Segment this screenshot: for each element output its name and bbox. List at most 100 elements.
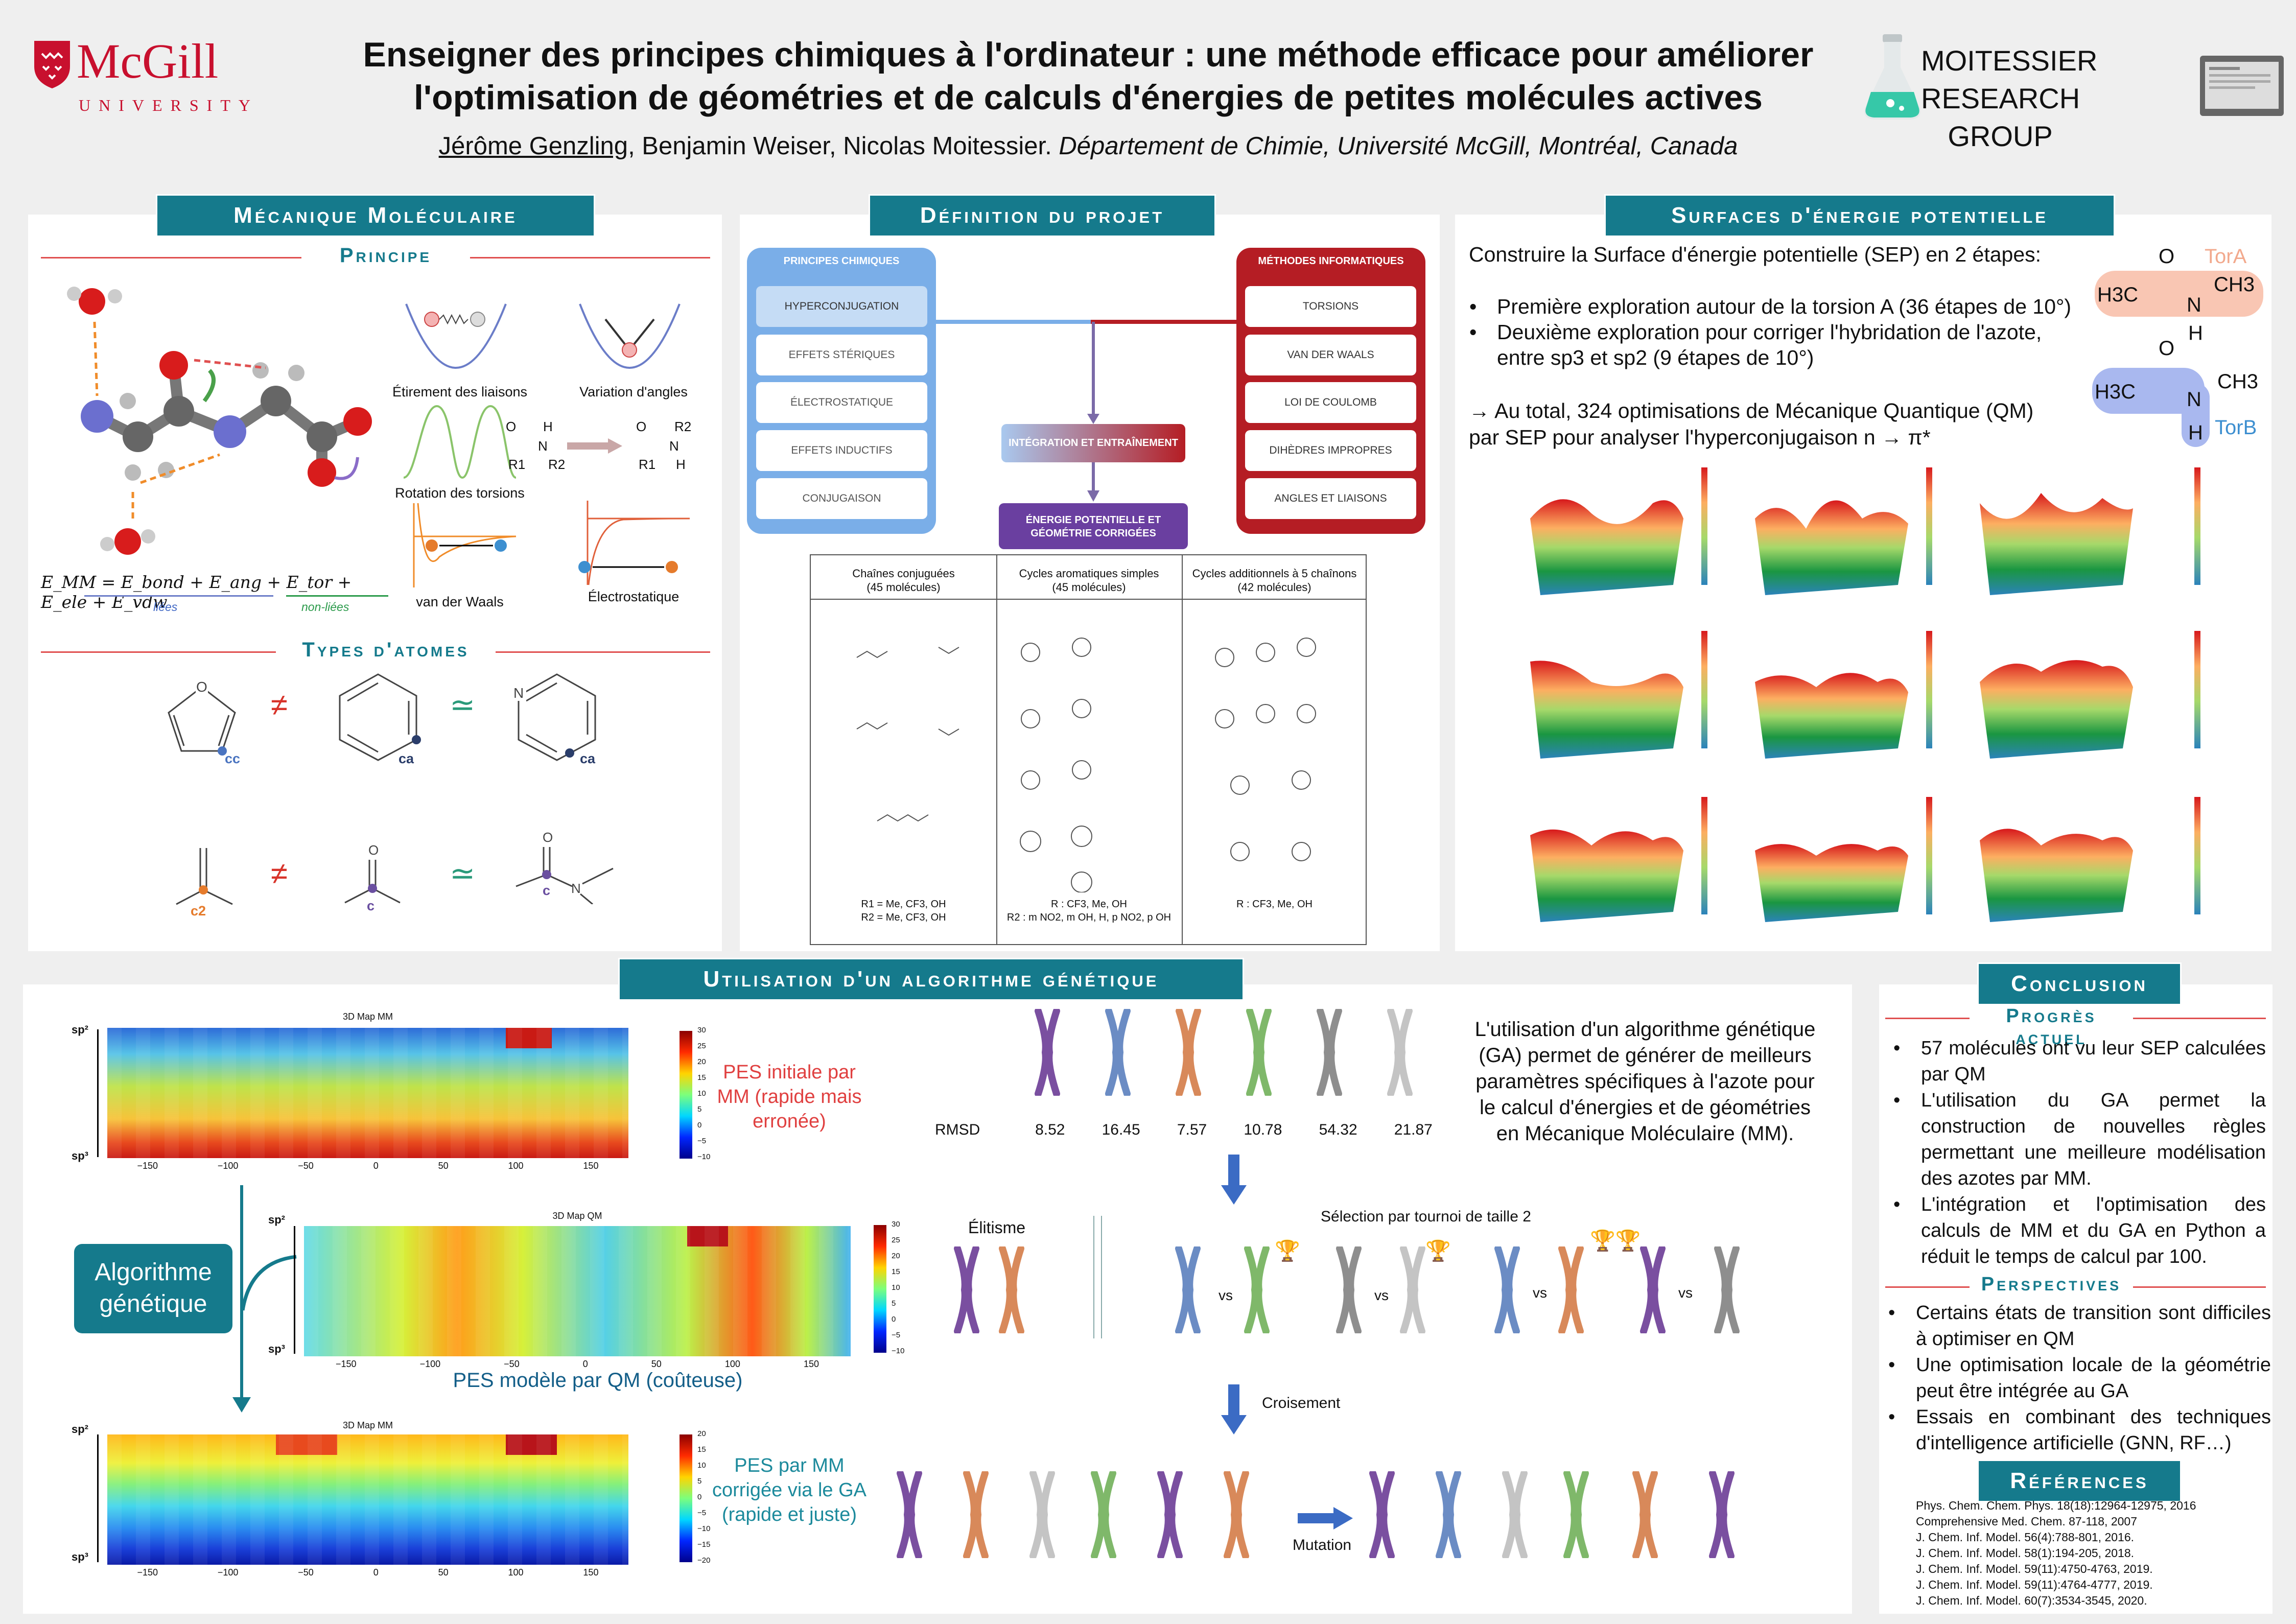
amide-structure-icon: O N <box>516 830 614 904</box>
pyridine-structure-icon: N <box>511 673 596 761</box>
panel-mecanique <box>28 215 722 951</box>
integration-box: INTÉGRATION ET ENTRAÎNEMENT <box>1001 424 1185 462</box>
reference-item: Phys. Chem. Chem. Phys. 18(18):12964-129… <box>1916 1499 2196 1512</box>
chromosome-icon <box>1244 1246 1270 1333</box>
benzene-structure-icon <box>339 673 421 761</box>
sep-bullet-1: Première exploration autour de la torsio… <box>1461 294 2110 319</box>
chromosome-icon <box>1035 1009 1060 1096</box>
down-arrow-icon <box>1221 1155 1247 1205</box>
atom-type-ca: ca <box>399 751 414 766</box>
amide-rotation-sketch: O H N R1 R2 O R2 N R1 H <box>506 419 692 472</box>
chromosome-icon <box>1632 1471 1658 1558</box>
neq-sign: ≠ <box>271 688 288 722</box>
col1-footer: R1 = Me, CF3, OH R2 = Me, CF3, OH <box>861 899 946 923</box>
chromosome-icon <box>1714 1246 1740 1333</box>
colorbar-8 <box>1926 797 1932 914</box>
chromosome-icon <box>1091 1471 1116 1558</box>
divider <box>1885 1286 1970 1288</box>
y-label-sp2-3: sp² <box>72 1423 88 1435</box>
chromosome-icon <box>1400 1246 1425 1333</box>
y-axis-3 <box>97 1434 99 1562</box>
svg-text:O: O <box>196 679 207 695</box>
pes-surface-9 <box>1980 829 2133 922</box>
chromosome-icon <box>1157 1471 1183 1558</box>
chromosome-icon <box>963 1471 989 1558</box>
molecule-sketches-icon <box>856 638 1316 892</box>
ga-description: L'utilisation d'un algorithme génétique … <box>1474 1018 1816 1145</box>
perspective-item: Une optimisation locale de la géométrie … <box>1880 1352 2271 1404</box>
rmsd-values: 8.52 16.45 7.57 10.78 54.32 21.87 <box>1017 1121 1451 1139</box>
tora-molecule: TorA O H3C N CH3 H <box>2092 245 2266 347</box>
connector-arrows <box>935 320 1236 502</box>
divider <box>496 651 710 653</box>
atom-type-c2: c2 <box>191 903 206 919</box>
banner-mecanique: Mécanique Moléculaire <box>156 194 595 237</box>
selection-label: Sélection par tournoi de taille 2 <box>1321 1208 1531 1225</box>
heatmap-mm-initial <box>107 1028 628 1158</box>
banner-conclusion: Conclusion <box>1977 962 2182 1005</box>
trophy-icon: 🏆🏆 <box>1590 1230 1641 1252</box>
right-arrow-icon <box>1298 1507 1353 1529</box>
reference-item: Comprehensive Med. Chem. 87-118, 2007 <box>1916 1515 2137 1528</box>
label-pes-corr: PES par MM corrigée via le GA (rapide et… <box>712 1455 866 1525</box>
vs-label: vs <box>1219 1287 1233 1303</box>
label-elec: Électrostatique <box>588 589 680 604</box>
subheading-principe: Principe <box>339 244 432 267</box>
pes-surface-6 <box>1980 660 2133 759</box>
carbonyl-structure-icon: O <box>344 842 401 904</box>
chromosome-icon <box>1436 1471 1461 1558</box>
chromosome-icon <box>1175 1246 1201 1333</box>
subheading-perspectives: Perspectives <box>1981 1274 2122 1295</box>
pes-surface-4 <box>1530 661 1683 759</box>
table-header-col3: Cycles additionnels à 5 chaînons (42 mol… <box>1192 567 1357 594</box>
neq-sign-2: ≠ <box>271 856 288 890</box>
pes-surface-2 <box>1755 500 1908 595</box>
principe-item-0: HYPERCONJUGATION <box>756 286 927 327</box>
chromosome-icon <box>1709 1471 1735 1558</box>
colorbar-3 <box>2194 467 2200 585</box>
down-arrow-icon <box>1221 1384 1247 1434</box>
sep-intro: Construire la Surface d'énergie potentie… <box>1469 243 2042 266</box>
y-label-sp3-2: sp³ <box>268 1343 285 1355</box>
mcgill-logo-sub: UNIVERSITY <box>79 96 259 114</box>
pes-surface-7 <box>1530 829 1683 922</box>
torsion-diagram <box>403 405 517 479</box>
trophy-icon: 🏆 <box>1425 1240 1451 1262</box>
heatmap-qm <box>304 1226 851 1356</box>
chromosome-icon <box>1246 1009 1272 1096</box>
algo-box: Algorithme génétique <box>74 1244 232 1333</box>
atom-type-c-2: c <box>543 883 551 898</box>
y-axis <box>97 1029 99 1157</box>
chromosome-icon <box>1105 1009 1131 1096</box>
chromosome-icon <box>1502 1471 1528 1558</box>
divider <box>470 257 710 258</box>
rmsd-value: 16.45 <box>1102 1121 1140 1138</box>
rmsd-value: 54.32 <box>1319 1121 1357 1138</box>
divider <box>41 257 301 258</box>
mutation-label: Mutation <box>1293 1537 1352 1554</box>
y-label-sp3-3: sp³ <box>72 1550 88 1563</box>
eq-brace-nonlies <box>286 595 388 597</box>
vs-label: vs <box>1678 1285 1693 1301</box>
divider <box>41 651 276 653</box>
label-torsions: Rotation des torsions <box>395 485 525 501</box>
flow-arrow-icon <box>232 1397 251 1413</box>
x-ticks-1: −150 −100 −50 0 50 100 150 <box>137 1161 599 1171</box>
authors-line: Jérôme Genzling, Benjamin Weiser, Nicola… <box>307 132 1870 160</box>
rmsd-value: 21.87 <box>1394 1121 1433 1138</box>
principe-item-4: CONJUGAISON <box>756 478 927 519</box>
torb-molecule: O H3C N CH3 H TorB <box>2092 337 2266 455</box>
chromosome-icon <box>1369 1471 1395 1558</box>
result-box: ÉNERGIE POTENTIELLE ET GÉOMÉTRIE CORRIGÉE… <box>999 503 1188 549</box>
reference-item: J. Chem. Inf. Model. 59(11):4750-4763, 2… <box>1916 1562 2153 1575</box>
divider <box>2133 1286 2266 1288</box>
svg-text:O: O <box>368 842 379 858</box>
atom-type-ca-2: ca <box>580 751 596 766</box>
chromosome-icon <box>1563 1471 1589 1558</box>
pes-surface-8 <box>1755 844 1908 922</box>
mcgill-crest-icon <box>34 41 70 88</box>
subheading-types: Types d'atomes <box>302 639 470 661</box>
pes-surface-5 <box>1755 673 1908 759</box>
progres-list: 57 molécules ont vu leur SEP calculées p… <box>1885 1035 2266 1270</box>
chromosome-population <box>1017 1009 1451 1101</box>
